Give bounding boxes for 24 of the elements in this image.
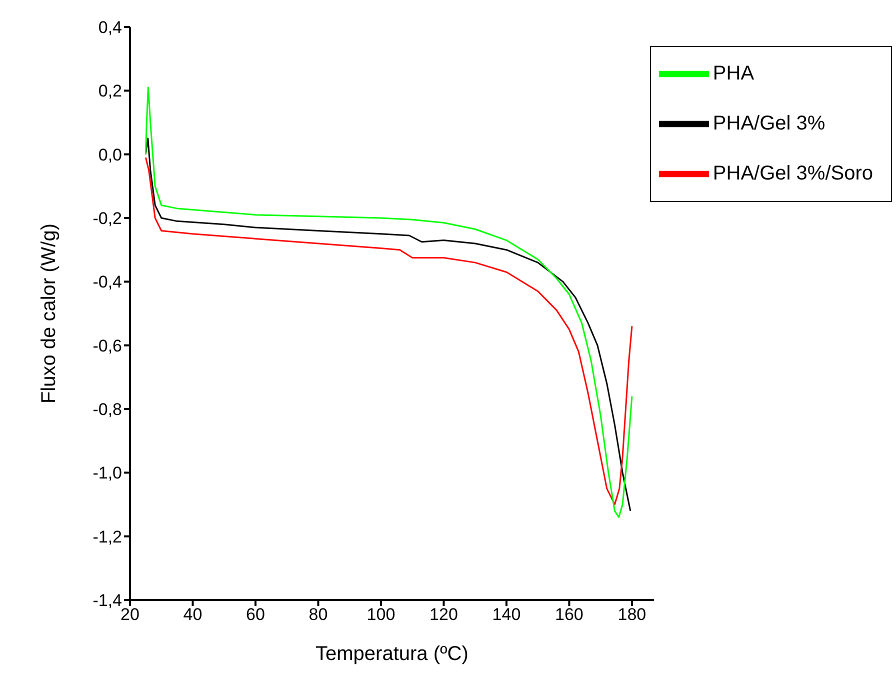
y-tick-label: -0,2	[92, 209, 122, 228]
x-axis-title: Temperatura (ºC)	[316, 643, 468, 665]
legend-label: PHA	[712, 62, 754, 84]
y-tick-label: -0,8	[92, 400, 122, 420]
y-tick-label: 0,0	[98, 145, 122, 164]
y-tick-label: -1,0	[92, 464, 122, 483]
legend-label: PHA/Gel 3%/Soro	[712, 162, 873, 184]
x-tick-label: 120	[430, 605, 458, 624]
y-tick-label: 0,2	[98, 82, 122, 101]
x-tick-label: 20	[120, 605, 140, 624]
y-tick-label: -1,2	[92, 527, 122, 546]
y-tick-label: -0,6	[92, 336, 122, 356]
x-tick-label: 100	[366, 605, 396, 624]
y-tick-label: -1,4	[92, 591, 122, 610]
y-tick-label: 0,4	[98, 18, 122, 38]
legend-label: PHA/Gel 3%	[712, 112, 826, 134]
y-tick-label: -0,4	[92, 272, 122, 292]
y-axis-title: Fluxo de calor (W/g)	[38, 223, 60, 404]
x-tick-label: 160	[555, 605, 584, 624]
x-tick-label: 60	[246, 605, 265, 624]
x-tick-label: 80	[308, 605, 328, 624]
x-tick-label: 40	[183, 605, 202, 624]
x-tick-label: 180	[618, 605, 646, 624]
x-tick-label: 140	[492, 605, 521, 624]
